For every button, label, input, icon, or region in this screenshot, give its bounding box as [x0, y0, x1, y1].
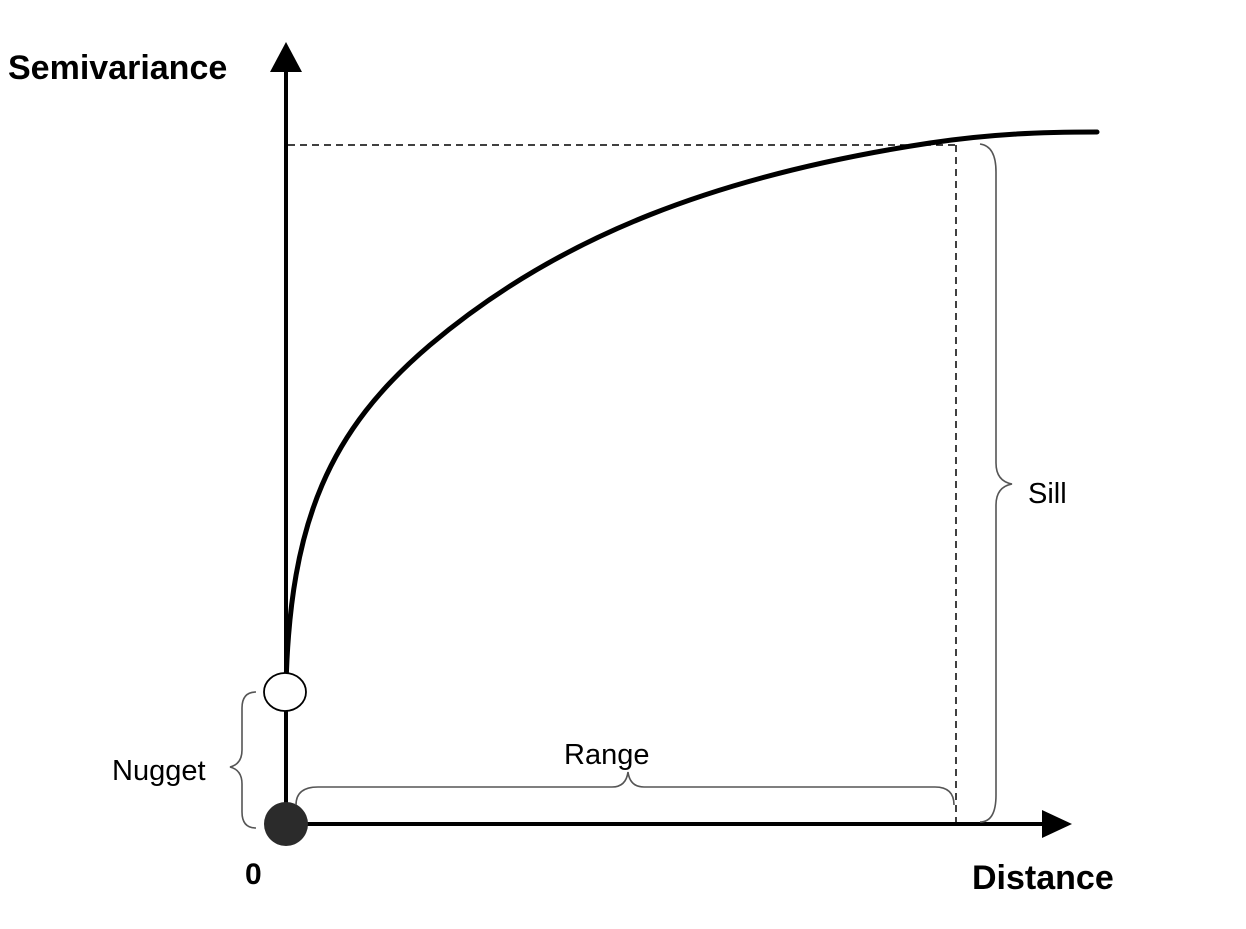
range-brace: [295, 771, 955, 806]
semivariogram-curve: [283, 129, 1100, 689]
origin-dot: [264, 802, 308, 846]
y-axis-arrowhead: [270, 42, 302, 72]
x-axis-label: Distance: [972, 859, 1114, 897]
origin-label: 0: [245, 858, 262, 891]
sill-brace: [979, 143, 1013, 823]
x-axis-arrowhead: [1042, 810, 1072, 838]
nugget-brace: [229, 691, 257, 829]
range-label: Range: [564, 739, 649, 771]
nugget-label: Nugget: [112, 755, 206, 787]
nugget-open-circle: [263, 672, 307, 712]
sill-label: Sill: [1028, 478, 1067, 510]
y-axis-label: Semivariance: [8, 49, 227, 87]
